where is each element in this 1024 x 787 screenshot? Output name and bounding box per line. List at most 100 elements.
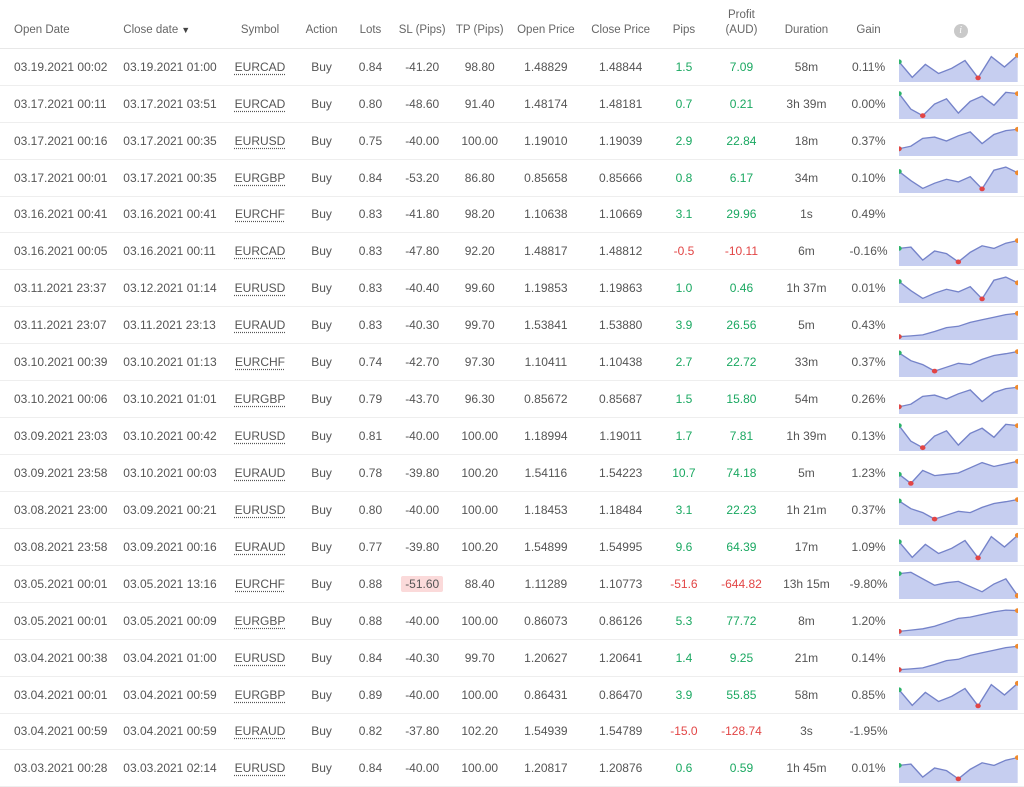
cell-gain: -9.80%	[840, 565, 898, 602]
cell-open-price: 1.48817	[508, 232, 583, 269]
table-row[interactable]: 03.11.2021 23:3703.12.2021 01:14EURUSDBu…	[0, 269, 1024, 306]
col-open-price[interactable]: Open Price	[508, 0, 583, 48]
cell-close-price: 1.48812	[583, 232, 658, 269]
symbol-link[interactable]: EURCHF	[235, 207, 285, 221]
symbol-link[interactable]: EURUSD	[235, 429, 286, 443]
cell-sl: -51.60	[393, 565, 451, 602]
cell-sparkline	[897, 306, 1024, 343]
col-open-date[interactable]: Open Date	[0, 0, 109, 48]
symbol-link[interactable]: EURAUD	[235, 318, 286, 332]
col-profit[interactable]: Profit (AUD)	[710, 0, 773, 48]
symbol-link[interactable]: EURUSD	[235, 651, 286, 665]
cell-tp: 91.40	[451, 85, 509, 122]
col-lots[interactable]: Lots	[347, 0, 393, 48]
symbol-link[interactable]: EURCHF	[235, 577, 285, 591]
cell-sl: -40.00	[393, 602, 451, 639]
table-row[interactable]: 03.04.2021 00:5903.04.2021 00:59EURAUDBu…	[0, 713, 1024, 749]
cell-open-price: 1.20817	[508, 749, 583, 786]
symbol-link[interactable]: EURAUD	[235, 724, 286, 738]
sl-hit-badge: -51.60	[401, 576, 443, 592]
cell-sparkline	[897, 48, 1024, 85]
cell-action: Buy	[296, 713, 348, 749]
col-action[interactable]: Action	[296, 0, 348, 48]
symbol-link[interactable]: EURUSD	[235, 281, 286, 295]
table-row[interactable]: 03.10.2021 00:3903.10.2021 01:13EURCHFBu…	[0, 343, 1024, 380]
cell-pips: 1.4	[658, 639, 710, 676]
table-row[interactable]: 03.10.2021 00:0603.10.2021 01:01EURGBPBu…	[0, 380, 1024, 417]
cell-sl: -43.70	[393, 380, 451, 417]
cell-sparkline	[897, 417, 1024, 454]
cell-sparkline	[897, 602, 1024, 639]
cell-pips: 10.7	[658, 454, 710, 491]
col-close-date[interactable]: Close date▼	[109, 0, 224, 48]
cell-open-date: 03.03.2021 00:28	[0, 749, 109, 786]
col-close-price[interactable]: Close Price	[583, 0, 658, 48]
symbol-link[interactable]: EURGBP	[235, 392, 286, 406]
table-row[interactable]: 03.05.2021 00:0103.05.2021 13:16EURCHFBu…	[0, 565, 1024, 602]
col-sparkline[interactable]: i	[897, 0, 1024, 48]
table-row[interactable]: 03.17.2021 00:1103.17.2021 03:51EURCADBu…	[0, 85, 1024, 122]
table-row[interactable]: 03.19.2021 00:0203.19.2021 01:00EURCADBu…	[0, 48, 1024, 85]
table-row[interactable]: 03.08.2021 23:5803.09.2021 00:16EURAUDBu…	[0, 528, 1024, 565]
symbol-link[interactable]: EURCAD	[235, 244, 286, 258]
cell-open-price: 1.10411	[508, 343, 583, 380]
cell-profit: 26.56	[710, 306, 773, 343]
cell-tp: 102.20	[451, 713, 509, 749]
symbol-link[interactable]: EURUSD	[235, 134, 286, 148]
symbol-link[interactable]: EURGBP	[235, 171, 286, 185]
symbol-link[interactable]: EURAUD	[235, 540, 286, 554]
table-row[interactable]: 03.16.2021 00:0503.16.2021 00:11EURCADBu…	[0, 232, 1024, 269]
col-gain[interactable]: Gain	[840, 0, 898, 48]
col-symbol[interactable]: Symbol	[224, 0, 295, 48]
cell-gain: 0.49%	[840, 196, 898, 232]
cell-tp: 88.40	[451, 565, 509, 602]
cell-open-price: 1.53841	[508, 306, 583, 343]
cell-sparkline	[897, 380, 1024, 417]
cell-profit: 29.96	[710, 196, 773, 232]
table-row[interactable]: 03.09.2021 23:5803.10.2021 00:03EURAUDBu…	[0, 454, 1024, 491]
cell-symbol: EURGBP	[224, 602, 295, 639]
table-row[interactable]: 03.05.2021 00:0103.05.2021 00:09EURGBPBu…	[0, 602, 1024, 639]
table-row[interactable]: 03.16.2021 00:4103.16.2021 00:41EURCHFBu…	[0, 196, 1024, 232]
symbol-link[interactable]: EURCAD	[235, 60, 286, 74]
symbol-link[interactable]: EURGBP	[235, 614, 286, 628]
cell-pips: 3.1	[658, 196, 710, 232]
col-sl[interactable]: SL (Pips)	[393, 0, 451, 48]
cell-action: Buy	[296, 454, 348, 491]
col-duration[interactable]: Duration	[773, 0, 840, 48]
cell-close-date: 03.19.2021 01:00	[109, 48, 224, 85]
symbol-link[interactable]: EURUSD	[235, 503, 286, 517]
cell-tp: 96.30	[451, 380, 509, 417]
table-row[interactable]: 03.17.2021 00:1603.17.2021 00:35EURUSDBu…	[0, 122, 1024, 159]
cell-lots: 0.84	[347, 639, 393, 676]
table-row[interactable]: 03.08.2021 23:0003.09.2021 00:21EURUSDBu…	[0, 491, 1024, 528]
col-pips[interactable]: Pips	[658, 0, 710, 48]
cell-close-price: 1.19011	[583, 417, 658, 454]
table-row[interactable]: 03.11.2021 23:0703.11.2021 23:13EURAUDBu…	[0, 306, 1024, 343]
symbol-link[interactable]: EURGBP	[235, 688, 286, 702]
symbol-link[interactable]: EURCHF	[235, 355, 285, 369]
cell-action: Buy	[296, 343, 348, 380]
cell-close-date: 03.17.2021 00:35	[109, 122, 224, 159]
col-tp[interactable]: TP (Pips)	[451, 0, 509, 48]
info-icon[interactable]: i	[954, 24, 968, 38]
table-row[interactable]: 03.17.2021 00:0103.17.2021 00:35EURGBPBu…	[0, 159, 1024, 196]
cell-sl: -40.00	[393, 676, 451, 713]
cell-tp: 100.20	[451, 454, 509, 491]
cell-symbol: EURGBP	[224, 676, 295, 713]
symbol-link[interactable]: EURUSD	[235, 761, 286, 775]
cell-open-price: 1.48174	[508, 85, 583, 122]
cell-profit: 64.39	[710, 528, 773, 565]
symbol-link[interactable]: EURCAD	[235, 97, 286, 111]
table-row[interactable]: 03.03.2021 00:2803.03.2021 02:14EURUSDBu…	[0, 749, 1024, 786]
table-row[interactable]: 03.09.2021 23:0303.10.2021 00:42EURUSDBu…	[0, 417, 1024, 454]
cell-pips: 3.9	[658, 306, 710, 343]
cell-action: Buy	[296, 159, 348, 196]
table-row[interactable]: 03.04.2021 00:0103.04.2021 00:59EURGBPBu…	[0, 676, 1024, 713]
table-row[interactable]: 03.04.2021 00:3803.04.2021 01:00EURUSDBu…	[0, 639, 1024, 676]
cell-tp: 98.80	[451, 48, 509, 85]
cell-action: Buy	[296, 639, 348, 676]
table-body: 03.19.2021 00:0203.19.2021 01:00EURCADBu…	[0, 48, 1024, 786]
symbol-link[interactable]: EURAUD	[235, 466, 286, 480]
cell-symbol: EURUSD	[224, 122, 295, 159]
